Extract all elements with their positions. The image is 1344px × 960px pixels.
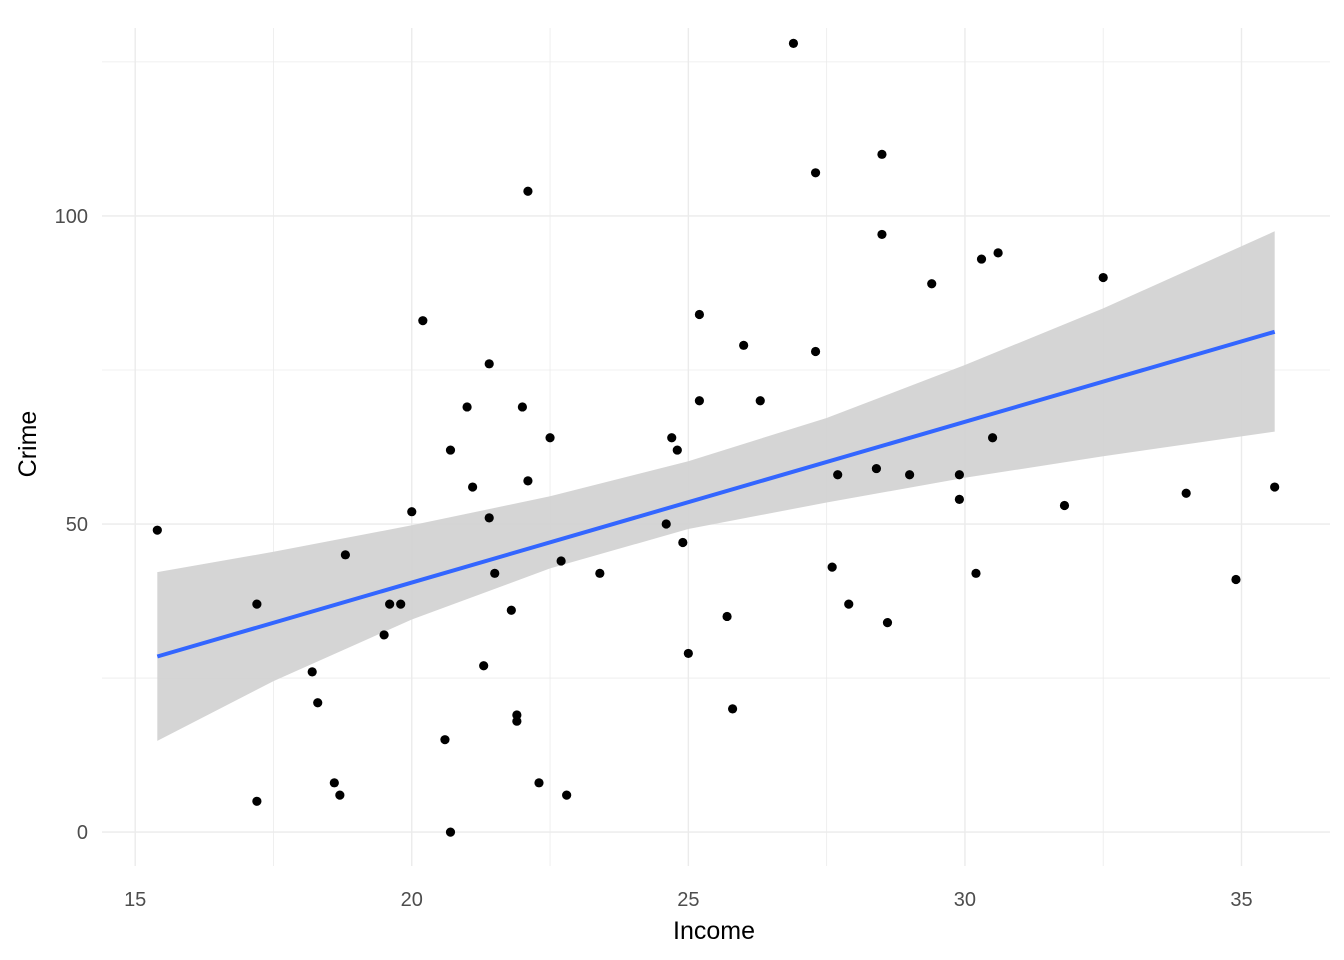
x-tick-label: 35 xyxy=(1230,889,1252,911)
data-point xyxy=(827,562,837,572)
data-point xyxy=(882,618,893,628)
data-point xyxy=(385,599,395,609)
trend-line-layer xyxy=(156,329,1276,659)
x-tick-label: 25 xyxy=(677,889,699,911)
data-point xyxy=(971,568,981,578)
data-point xyxy=(152,525,162,535)
data-point xyxy=(523,476,533,486)
data-point xyxy=(877,149,887,159)
data-point xyxy=(445,827,456,837)
data-point xyxy=(871,463,882,474)
data-point xyxy=(407,507,417,517)
data-point xyxy=(987,433,998,443)
data-point xyxy=(252,599,262,609)
data-point xyxy=(927,279,937,289)
data-point xyxy=(396,599,406,609)
data-points xyxy=(152,38,1280,837)
data-point xyxy=(667,433,677,443)
data-point xyxy=(678,537,688,548)
x-tick-label: 30 xyxy=(954,889,976,911)
data-point xyxy=(739,340,749,350)
y-tick-label: 100 xyxy=(55,206,88,228)
data-point xyxy=(440,735,450,745)
data-point xyxy=(810,168,821,178)
data-point xyxy=(506,605,516,615)
data-point xyxy=(954,494,964,504)
data-point xyxy=(534,778,544,788)
y-tick-label: 50 xyxy=(66,514,88,536)
data-point xyxy=(418,316,428,326)
data-point xyxy=(1231,574,1241,585)
data-point xyxy=(445,445,456,455)
data-point xyxy=(954,470,964,480)
data-point xyxy=(788,38,799,49)
data-point xyxy=(1098,272,1108,283)
data-point xyxy=(523,186,533,196)
x-axis-title: Income xyxy=(673,917,755,945)
x-axis-ticks: 15 20 25 30 35 xyxy=(124,889,1253,911)
data-point xyxy=(905,470,915,480)
data-point xyxy=(307,667,317,677)
y-tick-label: 0 xyxy=(77,822,88,844)
data-point xyxy=(335,790,345,800)
data-point xyxy=(694,396,705,406)
y-axis-ticks: 0 50 100 xyxy=(55,206,88,844)
data-point xyxy=(976,254,987,264)
data-point xyxy=(562,790,572,800)
confidence-band-layer xyxy=(157,231,1275,741)
data-point xyxy=(479,661,489,671)
data-point xyxy=(252,796,262,806)
data-point xyxy=(755,396,765,406)
data-point xyxy=(1059,500,1070,511)
data-point xyxy=(694,309,705,320)
data-point xyxy=(329,778,339,788)
confidence-band xyxy=(157,231,1275,741)
data-point xyxy=(462,402,472,412)
x-tick-label: 15 xyxy=(124,889,146,911)
data-point xyxy=(340,550,350,560)
data-point xyxy=(556,556,566,566)
data-point xyxy=(672,445,682,455)
data-point xyxy=(468,482,478,492)
data-point xyxy=(810,346,821,357)
data-point xyxy=(313,698,323,708)
data-point xyxy=(484,513,494,523)
y-axis-title: Crime xyxy=(14,411,42,478)
data-point xyxy=(877,229,887,240)
data-point xyxy=(661,519,671,529)
x-tick-label: 20 xyxy=(401,889,423,911)
data-point xyxy=(833,470,843,480)
trend-line xyxy=(156,329,1276,659)
data-point xyxy=(993,248,1003,258)
data-point xyxy=(512,716,522,726)
data-point xyxy=(683,648,693,659)
data-point xyxy=(1270,482,1280,492)
data-point xyxy=(517,402,527,412)
data-point xyxy=(545,433,555,443)
data-point xyxy=(595,568,605,578)
data-point xyxy=(727,704,738,714)
data-point xyxy=(379,630,389,640)
grid xyxy=(102,28,1330,866)
data-point xyxy=(722,611,732,622)
data-point xyxy=(490,568,500,578)
data-point xyxy=(1181,488,1191,498)
data-point xyxy=(844,599,854,609)
data-point xyxy=(484,359,494,369)
